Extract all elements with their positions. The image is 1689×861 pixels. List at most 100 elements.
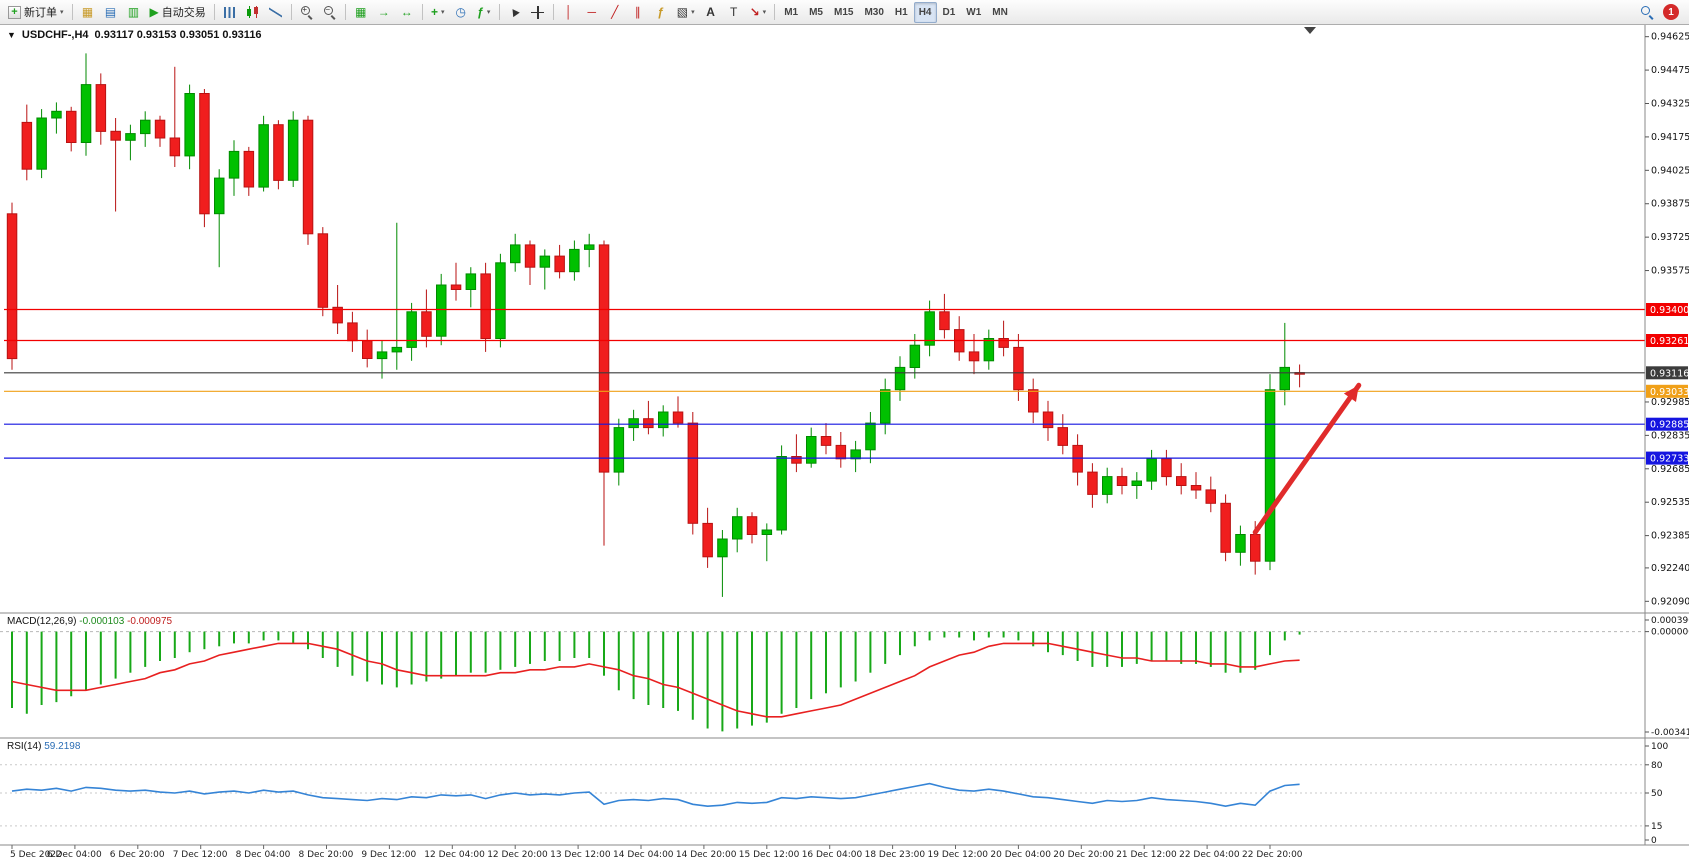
svg-text:12 Dec 04:00: 12 Dec 04:00 bbox=[424, 850, 485, 860]
svg-text:0.000396: 0.000396 bbox=[1651, 616, 1689, 626]
horizontal-line-button[interactable]: ─ bbox=[581, 2, 603, 23]
chevron-down-icon: ▾ bbox=[691, 8, 695, 16]
macd-label: MACD(12,26,9) -0.000103 -0.000975 bbox=[7, 616, 172, 627]
svg-text:0.94025: 0.94025 bbox=[1651, 165, 1689, 176]
arrows-tool-button[interactable]: ↘ ▾ bbox=[746, 2, 771, 23]
timeframe-m30-button[interactable]: M30 bbox=[859, 2, 888, 23]
notification-badge[interactable]: 1 bbox=[1663, 4, 1679, 20]
vertical-line-icon: │ bbox=[565, 5, 573, 19]
cursor-button[interactable] bbox=[504, 2, 526, 23]
profiles-icon: ▤ bbox=[104, 5, 117, 19]
crosshair-icon bbox=[531, 5, 545, 19]
new-order-button[interactable]: + 新订单 ▾ bbox=[4, 2, 68, 23]
channel-icon: ∥ bbox=[634, 5, 641, 19]
vertical-line-button[interactable]: │ bbox=[558, 2, 580, 23]
auto-trading-button[interactable]: ▶ 自动交易 bbox=[146, 2, 210, 23]
svg-text:7 Dec 12:00: 7 Dec 12:00 bbox=[173, 850, 228, 860]
timeframe-mn-button[interactable]: MN bbox=[987, 2, 1013, 23]
shapes-button[interactable]: ▧ ▾ bbox=[673, 2, 699, 23]
crosshair-button[interactable] bbox=[527, 2, 549, 23]
new-chart-button[interactable]: + ▾ bbox=[427, 2, 449, 23]
separator bbox=[774, 4, 776, 20]
label-tool-button[interactable]: T bbox=[723, 2, 745, 23]
svg-text:0: 0 bbox=[1651, 836, 1657, 846]
zoom-out-icon: − bbox=[323, 5, 337, 19]
auto-scroll-button[interactable]: → bbox=[373, 2, 395, 23]
one-click-trading-toggle[interactable]: ▼ bbox=[7, 30, 16, 40]
macd-signal-value: -0.000975 bbox=[127, 616, 173, 627]
text-tool-icon: A bbox=[706, 5, 715, 19]
zoom-out-button[interactable]: − bbox=[319, 2, 341, 23]
separator bbox=[213, 4, 215, 20]
line-chart-button[interactable] bbox=[265, 2, 287, 23]
channel-button[interactable]: ∥ bbox=[627, 2, 649, 23]
zoom-in-button[interactable]: + bbox=[296, 2, 318, 23]
shapes-icon: ▧ bbox=[676, 5, 689, 19]
separator bbox=[71, 4, 73, 20]
timeframe-h4-button[interactable]: H4 bbox=[913, 1, 937, 23]
svg-text:0.92985: 0.92985 bbox=[1651, 397, 1689, 408]
svg-text:0.94475: 0.94475 bbox=[1651, 65, 1689, 76]
svg-text:14 Dec 04:00: 14 Dec 04:00 bbox=[613, 850, 674, 860]
chevron-down-icon: ▾ bbox=[762, 8, 767, 16]
timeframe-group: M1 M5 M15 M30 H1 H4 D1 W1 MN bbox=[779, 1, 1013, 23]
fibonacci-button[interactable]: ƒ bbox=[650, 2, 672, 23]
symbol-timeframe-label: USDCHF-,H4 bbox=[21, 29, 89, 41]
svg-text:0.94625: 0.94625 bbox=[1651, 32, 1689, 43]
cursor-icon bbox=[509, 6, 521, 18]
timeframe-m1-button[interactable]: M1 bbox=[779, 2, 803, 23]
separator bbox=[552, 4, 554, 20]
chart-shift-button[interactable]: ↔ bbox=[396, 2, 418, 23]
timeframe-m15-button[interactable]: M15 bbox=[829, 2, 858, 23]
trendline-button[interactable]: ╱ bbox=[604, 2, 626, 23]
terminal-button[interactable]: ▥ bbox=[123, 2, 145, 23]
fibonacci-icon: ƒ bbox=[657, 5, 665, 19]
timeframe-m5-button[interactable]: M5 bbox=[804, 2, 828, 23]
macd-main-value: -0.000103 bbox=[79, 616, 125, 627]
auto-trading-play-icon: ▶ bbox=[149, 5, 159, 19]
line-chart-icon bbox=[269, 6, 283, 18]
tile-windows-icon: ▦ bbox=[355, 5, 367, 19]
indicators-button[interactable]: ƒ ▾ bbox=[473, 2, 495, 23]
svg-text:14 Dec 20:00: 14 Dec 20:00 bbox=[676, 850, 737, 860]
auto-scroll-icon: → bbox=[377, 5, 390, 19]
timeframe-h1-button[interactable]: H1 bbox=[890, 2, 913, 23]
charts-icon: ▦ bbox=[81, 5, 94, 19]
separator bbox=[290, 4, 292, 20]
candlestick-button[interactable] bbox=[242, 2, 264, 23]
svg-text:9 Dec 12:00: 9 Dec 12:00 bbox=[361, 850, 416, 860]
profiles-button[interactable]: ▤ bbox=[100, 2, 122, 23]
svg-text:0.92733: 0.92733 bbox=[1650, 454, 1689, 465]
svg-text:0.93875: 0.93875 bbox=[1651, 199, 1689, 210]
svg-text:15 Dec 12:00: 15 Dec 12:00 bbox=[739, 850, 800, 860]
text-tool-button[interactable]: A bbox=[700, 2, 722, 23]
ohlc-values: 0.93117 0.93153 0.93051 0.93116 bbox=[94, 29, 262, 41]
chevron-down-icon: ▾ bbox=[441, 8, 445, 16]
period-clock-button[interactable]: ◷ bbox=[450, 2, 472, 23]
svg-text:0.93033: 0.93033 bbox=[1650, 387, 1689, 398]
svg-text:18 Dec 23:00: 18 Dec 23:00 bbox=[865, 850, 926, 860]
separator bbox=[421, 4, 423, 20]
svg-text:0.92885: 0.92885 bbox=[1650, 420, 1689, 431]
tile-windows-button[interactable]: ▦ bbox=[350, 2, 372, 23]
bar-chart-button[interactable] bbox=[219, 2, 241, 23]
chart-canvas[interactable]: 0.94625 0.94475 0.94325 0.94175 0.94025 0.938… bbox=[0, 25, 1689, 861]
rsi-label: RSI(14) 59.2198 bbox=[7, 741, 80, 752]
svg-text:80: 80 bbox=[1651, 761, 1663, 771]
svg-text:0.94175: 0.94175 bbox=[1651, 132, 1689, 143]
timeframe-w1-button[interactable]: W1 bbox=[961, 2, 986, 23]
svg-text:12 Dec 20:00: 12 Dec 20:00 bbox=[487, 850, 548, 860]
search-button[interactable] bbox=[1636, 2, 1658, 23]
svg-text:50: 50 bbox=[1651, 789, 1663, 799]
clock-icon: ◷ bbox=[455, 5, 466, 19]
svg-text:5 Dec 2022: 5 Dec 2022 bbox=[10, 850, 62, 860]
svg-text:8 Dec 20:00: 8 Dec 20:00 bbox=[299, 850, 354, 860]
svg-text:0.93400: 0.93400 bbox=[1650, 305, 1689, 316]
separator bbox=[344, 4, 346, 20]
svg-text:8 Dec 04:00: 8 Dec 04:00 bbox=[236, 850, 291, 860]
charts-button[interactable]: ▦ bbox=[77, 2, 99, 23]
timeframe-d1-button[interactable]: D1 bbox=[938, 2, 961, 23]
new-order-icon: + bbox=[8, 5, 21, 19]
trendline-icon: ╱ bbox=[611, 5, 619, 19]
